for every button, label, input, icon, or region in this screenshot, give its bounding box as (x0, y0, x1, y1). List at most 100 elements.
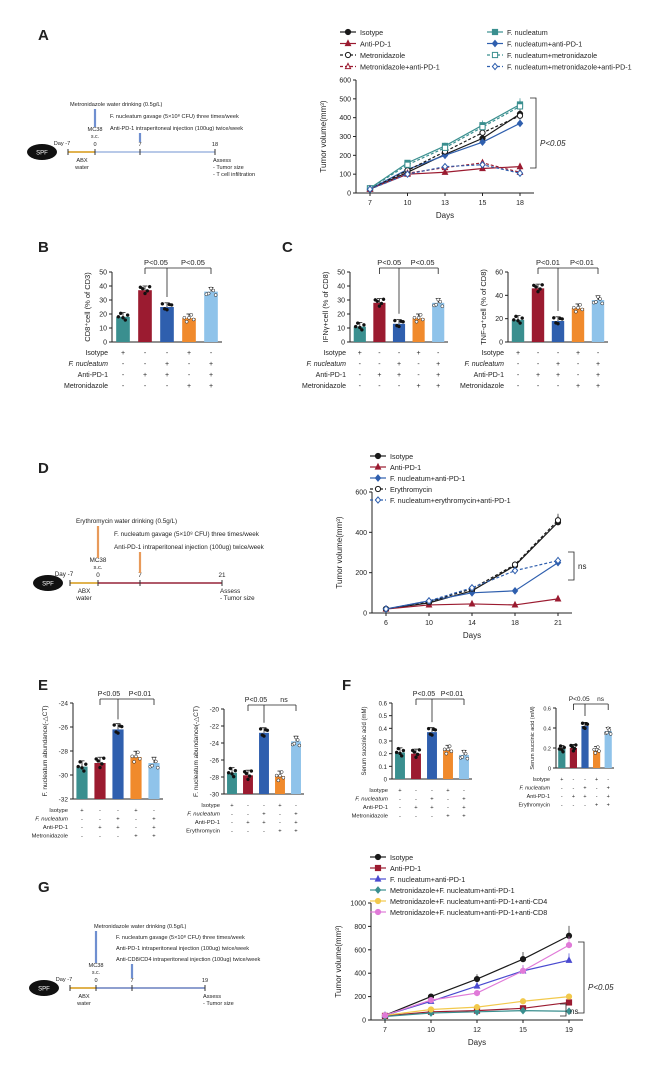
x-tick-label: 10 (404, 200, 412, 207)
treatment-mark: - (463, 788, 465, 794)
dot (279, 770, 284, 774)
treatment-mark: - (153, 808, 155, 814)
treatment-mark: + (209, 372, 213, 379)
treatment-mark: - (607, 777, 609, 783)
dot (412, 315, 417, 320)
y-tick-label: 0.4 (543, 727, 551, 733)
day-start-label: Day -7 (55, 571, 74, 578)
y-axis-title: Serum succinic acid (mM) (530, 706, 536, 769)
legend-marker (491, 28, 499, 36)
y-axis-title: IFNγ+cell (% of CD8) (321, 271, 330, 342)
y-tick-label: 50 (337, 270, 345, 277)
bar (259, 732, 269, 794)
bar (94, 763, 106, 799)
y-tick-label: 0 (341, 340, 345, 347)
treatment-mark: - (561, 803, 563, 809)
protocol-label: Metronidazole water drinking (0.5g/L) (70, 102, 162, 108)
treatment-mark: - (437, 350, 440, 357)
treatment-row-label: Anti-PD-1 (195, 820, 220, 826)
dot (206, 291, 211, 296)
x-tick-label: 13 (441, 200, 449, 207)
data-point (381, 1012, 389, 1019)
data-point (404, 161, 411, 168)
x-tick-label: 10 (427, 1027, 435, 1034)
treatment-row-label: Metronidazole (64, 383, 108, 390)
p-value-label: P<0.01 (570, 258, 594, 267)
y-tick-label: 40 (495, 293, 503, 300)
data-point (516, 119, 524, 128)
dot (169, 303, 174, 307)
day-label: 0 (96, 572, 100, 579)
dot (538, 287, 542, 291)
data-point (468, 599, 476, 607)
treatment-mark: + (294, 829, 298, 835)
mouse-icon (29, 980, 59, 996)
y-axis-title: TNF-α⁺cell (% of CD8) (479, 269, 488, 345)
y-axis-title: F. nucleatum abundance(-△CT) (193, 706, 200, 797)
treatment-mark: - (517, 383, 520, 390)
treatment-mark: + (209, 361, 213, 368)
legend-marker (374, 864, 382, 872)
y-tick-label: 10 (337, 326, 345, 333)
dot (572, 746, 577, 751)
dot (78, 760, 82, 764)
dot (136, 750, 140, 755)
legend-marker (374, 886, 382, 894)
data-point (427, 997, 435, 1004)
x-tick-label: 15 (519, 1027, 527, 1034)
treatment-mark: - (596, 786, 598, 792)
x-tick-label: 15 (479, 200, 487, 207)
treatment-mark: - (417, 372, 420, 379)
y-axis-title: F. nucleatum abundance(-△CT) (42, 706, 49, 797)
dot (520, 316, 524, 320)
treatment-mark: - (577, 361, 580, 368)
data-point (479, 138, 486, 147)
treatment-row-label: Anti-PD-1 (43, 825, 68, 831)
dot (552, 316, 556, 320)
legend-label: Isotype (360, 28, 383, 37)
bar (412, 318, 425, 342)
data-point (404, 170, 411, 179)
y-tick-label: 500 (339, 96, 351, 103)
day-label: 18 (212, 142, 218, 148)
treatment-mark: - (597, 350, 600, 357)
dot (412, 750, 417, 754)
treatment-mark: - (561, 786, 563, 792)
dot (377, 304, 382, 308)
treatment-mark: + (536, 372, 540, 379)
bar (116, 316, 130, 342)
treatment-mark: - (415, 797, 417, 803)
dot (249, 769, 254, 773)
bar (392, 323, 406, 342)
legend-label: Metronidazole+F. nucleatum+anti-PD-1 (390, 886, 515, 895)
dot (147, 284, 152, 289)
treatment-mark: + (596, 372, 600, 379)
treatment-mark: + (187, 350, 191, 357)
bar (275, 776, 285, 794)
y-tick-label: 0.5 (379, 714, 388, 720)
dot (276, 778, 281, 783)
dot (572, 305, 576, 310)
series-line-7 (369, 164, 521, 190)
bar (76, 766, 88, 799)
legend-marker (374, 474, 382, 482)
mouse-label: SPF (38, 987, 50, 993)
treatment-mark: - (135, 825, 137, 831)
legend-label: Erythromycin (390, 485, 432, 494)
treatment-mark: + (560, 777, 563, 783)
bar-chart-B: 0 10 20 30 40 50 CD8⁺cell (% of CD3) P<0.05 P<0.… (64, 258, 222, 390)
treatment-mark: - (399, 797, 401, 803)
dot (246, 777, 250, 782)
line-chart-D-growth: 0 200 400 600 6 10 14 18 21 Days Tumor volume(mm³)… (335, 452, 572, 640)
treatment-mark: + (446, 788, 450, 794)
data-point (511, 561, 519, 568)
y-tick-label: 400 (355, 530, 367, 537)
bar (432, 302, 445, 342)
dot (600, 301, 604, 306)
treatment-mark: + (430, 797, 434, 803)
legend-label: F. nucleatum (507, 28, 548, 37)
treatment-mark: + (516, 350, 520, 357)
mouse-icon (33, 575, 63, 591)
